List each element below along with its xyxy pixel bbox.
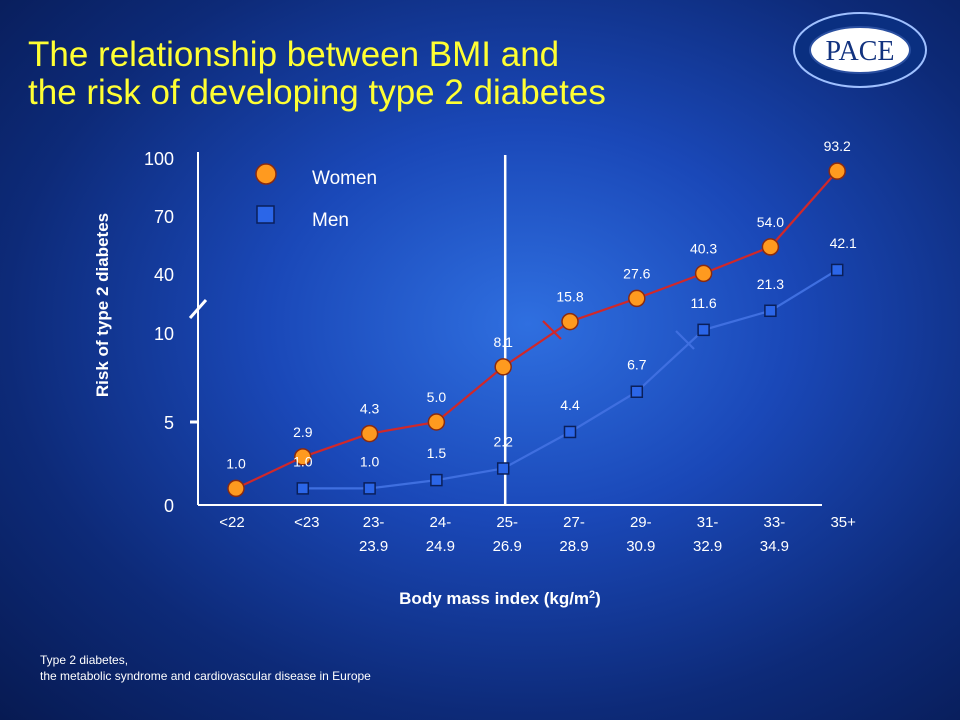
women-marker <box>427 413 446 431</box>
y-tick-label: 70 <box>154 207 174 227</box>
logo-text: PACE <box>825 36 894 67</box>
x-axis-label: Body mass index (kg/m2) <box>399 589 601 608</box>
x-tick-label: 24- <box>430 514 452 531</box>
women-marker <box>761 238 780 256</box>
women-data-label: 54.0 <box>757 214 784 230</box>
y-tick-label: 5 <box>164 413 174 433</box>
x-tick-label: <22 <box>219 514 244 531</box>
men-marker <box>563 425 577 439</box>
legend: Women Men <box>255 163 377 231</box>
pace-logo: PACE <box>793 12 927 88</box>
women-data-label: 27.6 <box>623 265 650 281</box>
women-data-label: 1.0 <box>226 455 246 471</box>
men-marker <box>296 482 310 495</box>
men-marker <box>496 462 510 475</box>
y-axis-label: Risk of type 2 diabetes <box>93 213 112 397</box>
footnote-line-2: the metabolic syndrome and cardiovascula… <box>40 669 371 683</box>
y-tick-label: 0 <box>164 496 174 516</box>
x-tick-label: 31- <box>697 514 719 531</box>
x-tick-label: 23- <box>363 514 385 531</box>
women-marker <box>227 479 245 498</box>
women-line <box>235 170 839 490</box>
title-line-2: the risk of developing type 2 diabetes <box>28 73 606 112</box>
men-data-label: 6.7 <box>627 357 647 373</box>
legend-men-label: Men <box>312 210 349 231</box>
x-tick-label: 23.9 <box>359 538 388 555</box>
women-data-label: 40.3 <box>690 240 717 256</box>
men-marker <box>764 304 777 318</box>
women-line-break <box>542 320 562 340</box>
men-line-break <box>675 330 695 350</box>
men-data-label: 42.1 <box>830 235 857 251</box>
x-tick-label: 35+ <box>830 514 856 531</box>
women-marker <box>561 312 579 331</box>
series-markers <box>227 162 846 498</box>
slide-title: The relationship between BMI and the ris… <box>28 36 606 112</box>
x-tick-label: 32.9 <box>693 538 722 555</box>
men-data-label: 4.4 <box>560 397 580 413</box>
x-axis-label-sup: 2 <box>589 589 595 601</box>
women-marker <box>628 289 646 308</box>
x-tick-label: <23 <box>294 514 319 531</box>
men-marker <box>830 263 844 277</box>
men-data-label: 21.3 <box>757 276 784 292</box>
chart-axes: 0 5 10 40 70 100 <22 <23 23- 23.9 24- 24.9 25- 26.9 27… <box>144 149 856 555</box>
x-tick-label: 24.9 <box>426 538 455 555</box>
men-marker <box>630 385 644 398</box>
legend-women-marker <box>255 163 277 185</box>
women-data-label: 2.9 <box>293 424 313 440</box>
legend-men-marker <box>256 205 275 224</box>
men-marker <box>430 473 443 487</box>
footnote: Type 2 diabetes, the metabolic syndrome … <box>40 652 371 684</box>
x-tick-label: 29- <box>630 514 652 531</box>
men-data-label: 2.2 <box>493 433 513 449</box>
x-axis-label-close: ) <box>595 589 601 608</box>
women-marker <box>828 162 846 180</box>
women-marker <box>360 424 379 443</box>
x-tick-label: 34.9 <box>760 538 789 555</box>
legend-women-label: Women <box>312 168 377 189</box>
men-data-label: 11.6 <box>690 295 716 311</box>
footnote-line-1: Type 2 diabetes, <box>40 653 129 667</box>
data-labels: 1.0 2.9 4.3 5.0 8.1 15.8 27.6 40.3 54.0 93.2 1.0 1.… <box>226 138 857 471</box>
x-tick-label: 28.9 <box>559 538 588 555</box>
y-tick-label: 40 <box>154 265 174 285</box>
y-tick-label: 100 <box>144 149 174 169</box>
women-data-label: 93.2 <box>824 138 851 154</box>
women-data-label: 4.3 <box>360 401 380 417</box>
women-marker <box>694 264 713 283</box>
women-data-label: 8.1 <box>493 334 513 350</box>
y-axis-break-mark <box>188 299 208 319</box>
men-data-label: 1.5 <box>427 445 447 461</box>
y-tick-label: 10 <box>154 324 174 344</box>
x-tick-label: 30.9 <box>626 538 655 555</box>
men-marker <box>363 482 376 495</box>
x-tick-label: 33- <box>764 514 786 531</box>
x-tick-label: 25- <box>496 514 518 531</box>
title-line-1: The relationship between BMI and <box>28 35 560 74</box>
women-data-label: 5.0 <box>427 389 447 405</box>
men-marker <box>697 323 710 337</box>
x-tick-label: 27- <box>563 514 585 531</box>
x-tick-label: 26.9 <box>493 538 522 555</box>
women-marker <box>294 448 312 466</box>
women-marker <box>494 358 512 376</box>
x-axis-label-main: Body mass index (kg/m <box>399 589 589 608</box>
men-data-label: 1.0 <box>360 453 380 469</box>
women-data-label: 15.8 <box>556 289 583 305</box>
men-data-label: 1.0 <box>293 453 313 469</box>
